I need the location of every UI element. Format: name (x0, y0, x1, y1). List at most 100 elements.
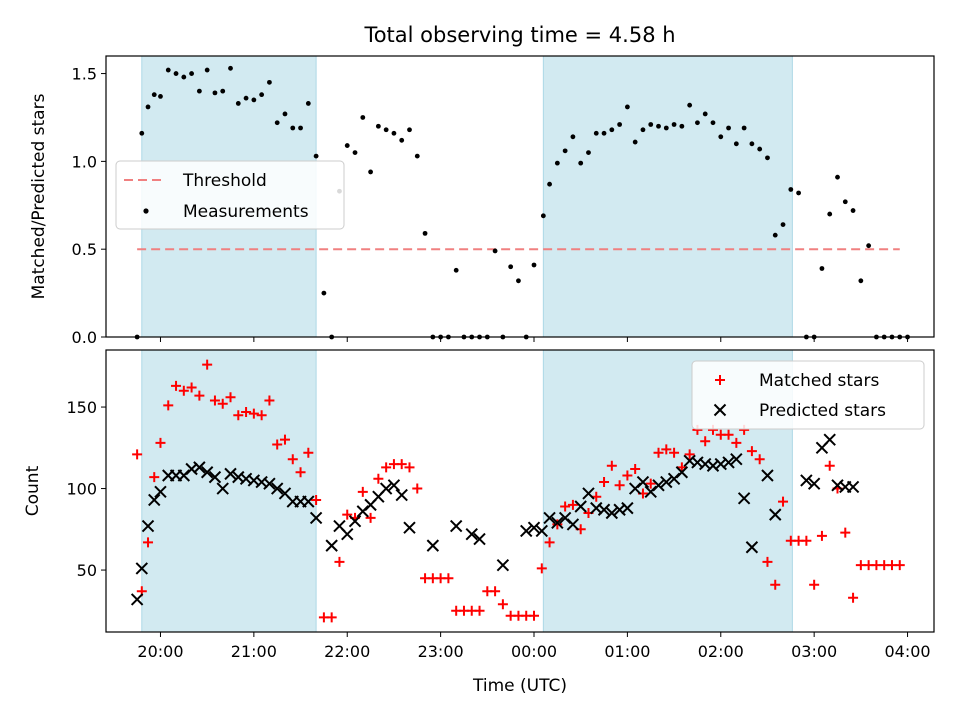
measurement-point (267, 79, 272, 85)
matched-star-point (334, 556, 345, 567)
measurement-point (508, 264, 514, 270)
matched-star-point (778, 496, 789, 507)
matched-star-point (248, 408, 259, 419)
matched-star-point (264, 395, 275, 406)
measurement-point (796, 190, 801, 196)
matched-star-point (178, 385, 189, 396)
predicted-star-point (675, 466, 689, 479)
matched-star-point (490, 586, 501, 597)
matched-star-point (661, 444, 672, 455)
measurement-point (516, 278, 521, 284)
measurement-point (788, 187, 794, 192)
predicted-star-point (216, 482, 229, 495)
predicted-star-point (800, 474, 813, 487)
measurement-point (531, 262, 537, 268)
y-axis-label: Count (23, 465, 43, 516)
predicted-star-point (605, 506, 619, 520)
predicted-star-point (403, 521, 416, 534)
predicted-star-point (325, 539, 338, 552)
matched-star-point (669, 447, 680, 458)
measurement-point (220, 88, 226, 94)
measurement-point (158, 93, 163, 99)
matched-star-point (303, 447, 314, 458)
measurement-point (453, 267, 459, 273)
matched-star-point (155, 437, 166, 448)
measurement-point (554, 160, 560, 166)
y-tick-label: 0.0 (72, 328, 97, 347)
matched-star-point (676, 462, 687, 473)
measurement-point (671, 122, 677, 127)
measurement-point (290, 125, 296, 131)
matched-star-point (295, 467, 306, 478)
predicted-star-point (348, 514, 362, 528)
predicted-star-point (566, 518, 580, 531)
matched-star-point (149, 472, 160, 483)
measurement-point (274, 120, 280, 126)
y-tick-label: 100 (66, 480, 97, 499)
measurement-point (578, 160, 584, 166)
measurement-point (235, 101, 241, 106)
measurement-point (391, 130, 397, 136)
measurement-point (189, 71, 195, 76)
measurement-point (344, 143, 350, 148)
matched-star-point (824, 460, 835, 471)
measurement-point (151, 92, 157, 98)
predicted-star-point (722, 456, 735, 469)
matched-star-point (723, 429, 734, 440)
matched-star-point (770, 579, 781, 590)
matched-star-point (653, 447, 664, 458)
matched-star-point (272, 439, 283, 450)
predicted-star-point (761, 469, 774, 482)
matched-star-point (326, 612, 337, 623)
measurement-point (570, 134, 576, 140)
predicted-star-point (141, 519, 155, 533)
measurement-point (842, 199, 848, 205)
measurement-point (562, 148, 568, 154)
matched-star-point (497, 599, 508, 610)
measurement-point (173, 71, 179, 76)
measurement-point (352, 150, 358, 155)
matched-star-point (809, 579, 820, 590)
matched-star-point (536, 563, 547, 574)
predicted-star-point (621, 501, 634, 515)
measurement-point (601, 130, 607, 136)
measurement-point (710, 120, 716, 126)
y-tick-label: 1.0 (72, 152, 97, 171)
top-panel: 0.0 0.5 1.0 1.5 Matched/Predicted stars Thres… (29, 55, 935, 347)
matched-star-point (544, 537, 555, 548)
matched-star-point (684, 449, 695, 460)
matched-star-point (552, 519, 563, 530)
matched-star-point (731, 437, 742, 448)
matched-star-point (381, 462, 392, 473)
predicted-star-point (341, 527, 354, 541)
measurement-point (624, 104, 630, 110)
matched-star-point (256, 410, 267, 421)
matched-star-point (630, 463, 641, 474)
measurement-point (733, 141, 739, 147)
matched-star-point (529, 610, 540, 621)
matched-star-point (163, 400, 174, 411)
predicted-star-point (208, 470, 222, 484)
measurement-point (305, 101, 311, 106)
predicted-star-point (200, 466, 214, 479)
predicted-star-point (309, 511, 323, 525)
measurement-point (780, 222, 786, 228)
measurement-point (414, 153, 420, 159)
x-tick-label: 04:00 (884, 642, 930, 661)
matched-star-point (894, 560, 905, 571)
matched-star-point (404, 462, 415, 473)
predicted-star-point (737, 492, 751, 505)
predicted-star-point (730, 453, 743, 466)
bottom-axes-frame (105, 349, 935, 633)
predicted-star-point (574, 500, 587, 513)
measurement-point (145, 104, 151, 110)
matched-star-point (567, 499, 578, 510)
predicted-star-point (449, 519, 463, 533)
x-tick-label: 23:00 (418, 642, 464, 661)
matched-star-point (606, 460, 617, 471)
measurement-point (609, 127, 615, 133)
legend-matched-swatch (715, 375, 725, 385)
matched-star-point (241, 406, 252, 417)
legend-predicted-swatch (713, 403, 727, 417)
top-axes-frame (105, 55, 935, 338)
